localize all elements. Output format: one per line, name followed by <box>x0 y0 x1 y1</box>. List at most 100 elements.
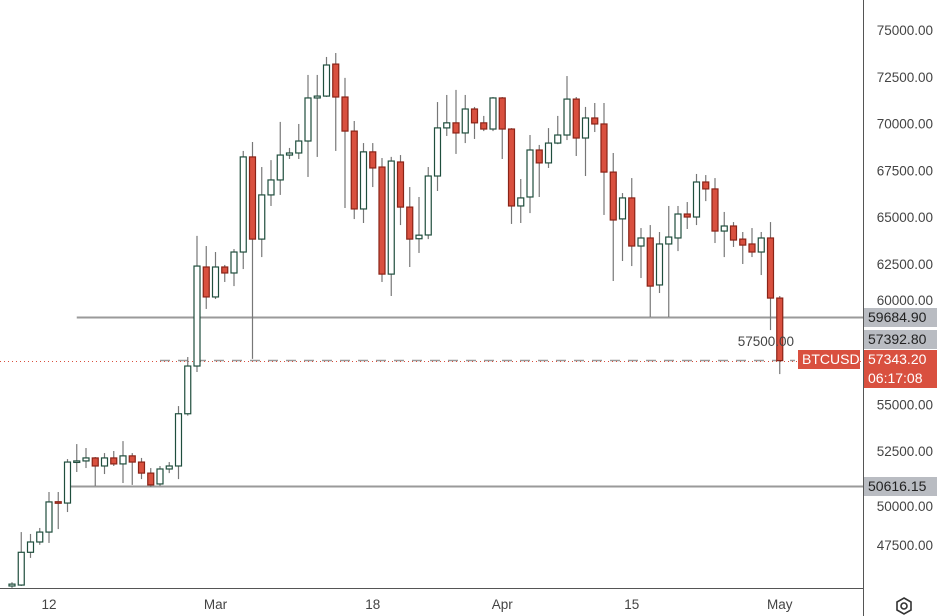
level-label-59684: 59684.90 <box>864 308 937 327</box>
candle-body <box>221 266 229 274</box>
candle-body <box>739 238 747 246</box>
candle-27 <box>258 167 266 258</box>
candle-body <box>766 237 775 299</box>
price-tick-label: 72500.00 <box>877 70 933 85</box>
candle-body <box>211 266 220 298</box>
price-tick-label: 62500.00 <box>877 257 933 272</box>
candle-30 <box>285 147 294 159</box>
candle-body <box>655 243 664 286</box>
candle-body <box>54 501 62 504</box>
price-tick-label: 75000.00 <box>877 23 933 38</box>
time-axis[interactable]: 12 Mar 18 Apr 15 May <box>41 597 792 612</box>
candle-body <box>720 225 728 232</box>
candle-body <box>665 236 673 245</box>
price-axis[interactable]: 47500.00 50000.00 52500.00 55000.00 57500.00… <box>738 23 933 553</box>
candle-6 <box>63 459 72 513</box>
candles <box>8 53 784 588</box>
price-tick-label: 50000.00 <box>877 499 933 514</box>
candle-36 <box>341 77 349 209</box>
candle-40 <box>378 158 386 282</box>
candle-body <box>591 117 599 125</box>
candle-body <box>526 149 534 198</box>
candle-59 <box>554 115 562 145</box>
candle-22 <box>211 252 220 300</box>
candle-15 <box>147 468 155 487</box>
candle-body <box>757 237 765 253</box>
candle-72 <box>674 205 682 252</box>
candle-49 <box>461 94 469 144</box>
candle-46 <box>433 102 442 191</box>
candle-0 <box>8 582 16 588</box>
candle-1 <box>17 532 25 586</box>
price-tick-label: 65000.00 <box>877 210 933 225</box>
candle-body <box>609 171 617 221</box>
candle-body <box>461 108 469 134</box>
candle-18 <box>174 406 183 480</box>
candle-39 <box>369 143 377 188</box>
candle-73 <box>683 202 691 229</box>
candle-23 <box>221 264 229 282</box>
level-label-50616: 50616.15 <box>864 477 937 496</box>
candle-body <box>618 197 627 220</box>
candle-69 <box>646 225 654 317</box>
candle-35 <box>332 53 340 151</box>
candle-25 <box>239 150 247 270</box>
candle-body <box>248 156 257 240</box>
last-price: 57343.20 <box>868 351 927 367</box>
candle-body <box>341 96 349 132</box>
candle-67 <box>628 178 636 267</box>
candle-body <box>628 197 636 247</box>
candle-body <box>433 127 442 177</box>
settings-gear-icon[interactable] <box>894 596 914 616</box>
candle-26 <box>248 141 257 359</box>
candle-body <box>424 175 432 236</box>
candle-10 <box>100 453 109 475</box>
candle-body <box>119 455 127 465</box>
price-tick-label: 57500.00 <box>738 334 794 349</box>
time-tick-label: 12 <box>41 597 56 612</box>
candle-body <box>239 156 247 253</box>
candle-81 <box>757 231 765 276</box>
candle-body <box>480 122 488 130</box>
price-tick-label: 55000.00 <box>877 397 933 412</box>
candle-body <box>128 455 136 463</box>
candle-9 <box>91 457 99 487</box>
candle-body <box>369 151 377 169</box>
last-price-label: 57343.20 06:17:08 <box>864 350 937 388</box>
candle-21 <box>202 246 210 309</box>
candle-body <box>137 461 146 474</box>
candle-body <box>396 161 405 208</box>
candle-33 <box>313 74 321 157</box>
candle-body <box>276 154 284 181</box>
candle-7 <box>73 444 81 472</box>
candle-body <box>470 108 479 124</box>
candle-body <box>359 151 368 210</box>
candle-body <box>415 234 423 240</box>
candle-body <box>230 251 238 274</box>
candle-body <box>174 413 183 467</box>
candle-body <box>517 197 525 207</box>
candle-body <box>387 160 395 275</box>
candle-body <box>674 213 682 239</box>
candle-54 <box>507 128 516 224</box>
candle-38 <box>359 143 368 224</box>
price-tick-label: 47500.00 <box>877 538 933 553</box>
candle-17 <box>165 462 173 474</box>
candle-53 <box>498 97 506 159</box>
candle-32 <box>304 74 312 177</box>
candle-12 <box>119 441 127 484</box>
candle-body <box>498 97 506 130</box>
candle-body <box>535 149 543 164</box>
candle-51 <box>480 115 488 132</box>
candle-body <box>637 237 645 247</box>
candle-80 <box>748 228 756 258</box>
candle-70 <box>655 231 664 294</box>
candle-28 <box>267 160 275 206</box>
candle-77 <box>720 211 728 258</box>
candle-8 <box>82 448 90 469</box>
horizontal-levels <box>0 316 863 488</box>
candle-50 <box>470 106 479 139</box>
candle-body <box>332 63 340 98</box>
price-tick-label: 70000.00 <box>877 117 933 132</box>
